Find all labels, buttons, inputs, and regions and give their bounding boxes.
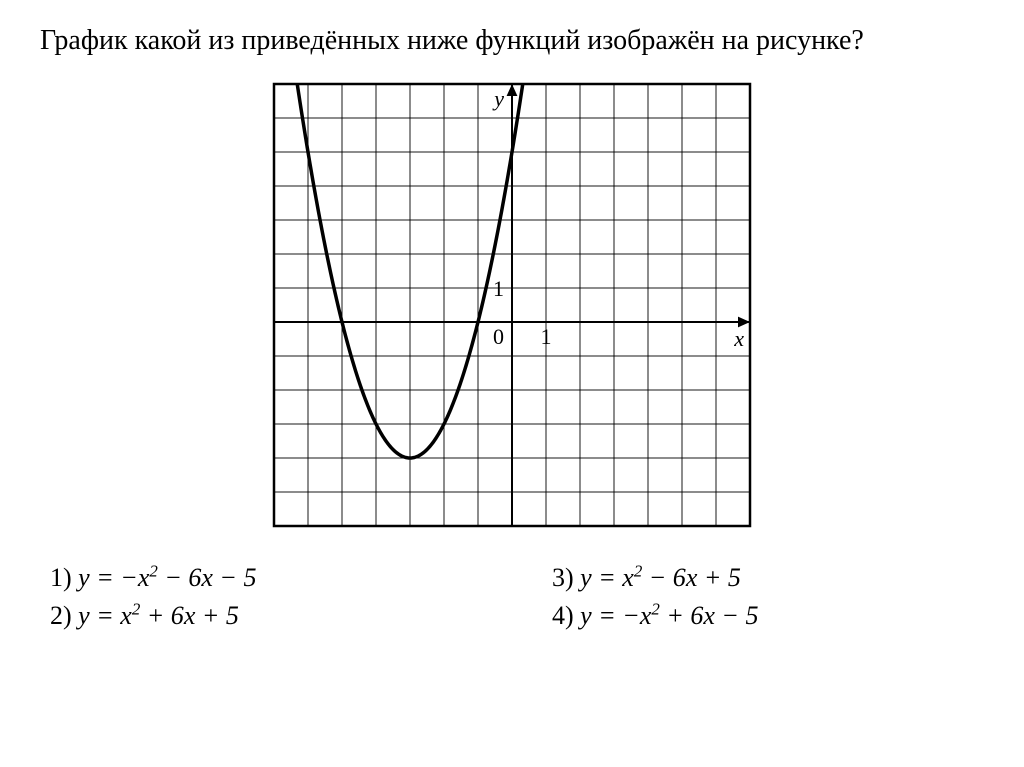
answer-4-expr: y = −x2 + 6x − 5 — [580, 601, 758, 630]
svg-text:1: 1 — [493, 276, 504, 301]
answer-2-expr: y = x2 + 6x + 5 — [78, 601, 239, 630]
chart-container: y x 1 0 1 — [40, 82, 984, 533]
question-text: График какой из приведённых ниже функций… — [40, 20, 984, 62]
svg-text:0: 0 — [493, 324, 504, 349]
svg-text:1: 1 — [541, 324, 552, 349]
answer-2: 2) y = x2 + 6x + 5 — [50, 601, 472, 631]
answer-3: 3) y = x2 − 6x + 5 — [552, 563, 974, 593]
answer-1-num: 1) — [50, 563, 72, 592]
answer-2-num: 2) — [50, 601, 72, 630]
answer-options: 1) y = −x2 − 6x − 5 3) y = x2 − 6x + 5 2… — [40, 563, 984, 631]
answer-1: 1) y = −x2 − 6x − 5 — [50, 563, 472, 593]
svg-text:x: x — [733, 326, 744, 351]
parabola-chart: y x 1 0 1 — [272, 82, 752, 528]
answer-3-num: 3) — [552, 563, 574, 592]
answer-4: 4) y = −x2 + 6x − 5 — [552, 601, 974, 631]
answer-3-expr: y = x2 − 6x + 5 — [580, 563, 741, 592]
answer-1-expr: y = −x2 − 6x − 5 — [78, 563, 256, 592]
svg-text:y: y — [492, 86, 504, 111]
answer-4-num: 4) — [552, 601, 574, 630]
